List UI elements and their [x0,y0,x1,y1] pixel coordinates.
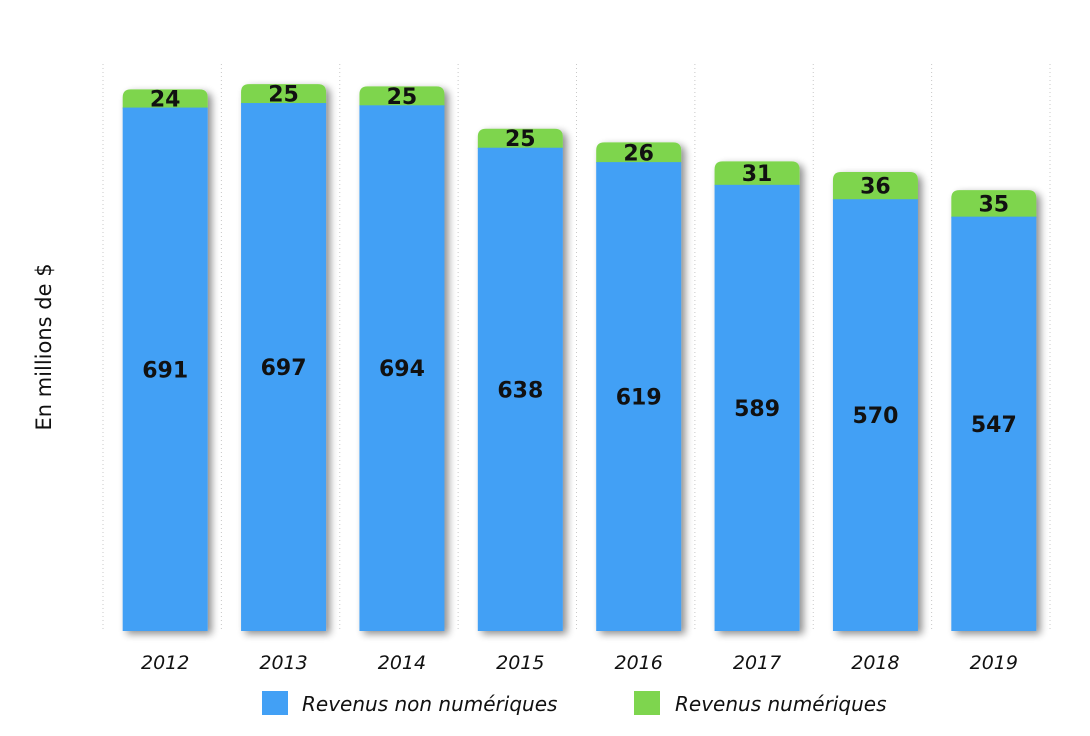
bar-stack [951,190,1037,631]
bar-segment-non-numeriques [359,105,445,632]
bar-segment-numeriques [596,142,682,164]
bar-segment-non-numeriques [951,216,1037,631]
bar-stack [477,128,563,631]
bar-segment-non-numeriques [832,199,918,631]
bar-stack [122,89,208,631]
bar-stack [359,86,445,632]
data-label-non-numeriques: 691 [142,358,188,383]
bar-segment-numeriques [832,171,918,201]
data-label-numeriques: 25 [268,83,299,108]
x-tick-labels: 2012 2013 2014 2015 2016 2017 2018 2019 [141,652,1018,674]
legend-label-numeriques: Revenus numériques [675,692,886,716]
bar-segment-numeriques [241,84,327,105]
bar-stack [714,161,800,631]
bar-segment-numeriques [477,128,563,149]
data-label-numeriques: 26 [623,141,654,166]
data-label-numeriques: 35 [979,192,1010,217]
data-label-non-numeriques: 694 [379,357,425,382]
bar-segment-numeriques [951,190,1037,218]
x-tick-label: 2018 [851,652,899,674]
x-tick-label: 2013 [259,652,307,674]
data-label-non-numeriques: 589 [734,397,780,422]
data-label-numeriques: 36 [860,175,891,200]
legend-label-non-numeriques: Revenus non numériques [302,692,557,716]
category-separators [102,64,1051,631]
data-labels-group: 691 24 697 25 694 25 638 25 619 26 589 31 570 36 547 35 [142,83,1017,438]
bars-group [122,84,1037,632]
bar-segment-numeriques [122,89,208,109]
x-tick-label: 2016 [615,652,663,674]
bar-segment-non-numeriques [714,184,800,631]
bar-segment-non-numeriques [241,103,327,631]
bar-stack [241,84,327,631]
y-axis-title: En millions de $ [32,263,56,430]
data-label-non-numeriques: 638 [497,378,543,403]
x-tick-label: 2017 [733,652,781,674]
data-label-non-numeriques: 547 [971,413,1017,438]
data-label-numeriques: 25 [387,85,418,110]
bar-stack [832,171,918,631]
x-tick-label: 2014 [378,652,426,674]
data-label-non-numeriques: 619 [616,386,662,411]
bar-segment-numeriques [714,161,800,186]
x-tick-label: 2015 [496,652,544,674]
x-tick-label: 2019 [970,652,1018,674]
data-label-numeriques: 25 [505,127,536,152]
data-label-numeriques: 24 [150,87,181,112]
bar-segment-non-numeriques [596,162,682,632]
x-tick-label: 2012 [141,652,189,674]
legend: Revenus non numériques Revenus numériques [262,691,886,716]
data-label-numeriques: 31 [742,162,773,187]
data-label-non-numeriques: 697 [261,356,307,381]
data-label-non-numeriques: 570 [852,404,898,429]
bar-segment-numeriques [359,86,445,107]
legend-swatch-numeriques [634,691,660,715]
bar-stack [596,142,682,632]
legend-swatch-non-numeriques [262,691,288,715]
bar-segment-non-numeriques [477,147,563,631]
bar-segment-non-numeriques [122,107,208,631]
